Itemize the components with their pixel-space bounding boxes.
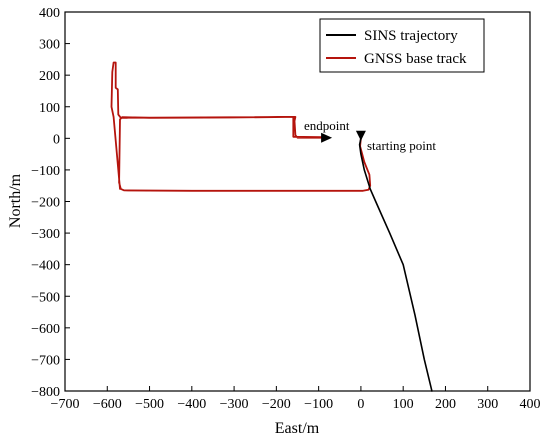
x-tick-label: 200	[435, 397, 456, 412]
x-tick-label: −300	[220, 397, 249, 412]
x-tick-label: 0	[357, 397, 364, 412]
y-tick-label: −400	[31, 259, 60, 274]
y-tick-label: −500	[31, 290, 60, 305]
legend-label-gnss: GNSS base track	[364, 51, 467, 67]
y-tick-label: 200	[39, 69, 60, 84]
x-tick-label: −100	[304, 397, 333, 412]
starting-point-marker	[355, 130, 366, 141]
annotation-starting-point: starting point	[367, 138, 436, 153]
y-tick-label: 100	[39, 101, 60, 116]
y-tick-label: −700	[31, 353, 60, 368]
y-tick-label: −600	[31, 322, 60, 337]
axes-layer: −700 −600 −500 −400 −300 −200 −100 0 100 200 300 40…	[31, 6, 540, 412]
y-tick-label: 0	[53, 132, 60, 147]
x-tick-label: 100	[393, 397, 414, 412]
y-tick-label: −800	[31, 385, 60, 400]
y-tick-label: −100	[31, 164, 60, 179]
legend-box	[319, 18, 485, 73]
x-tick-label: −600	[93, 397, 122, 412]
y-tick-label: −200	[31, 196, 60, 211]
annotation-endpoint: endpoint	[304, 118, 350, 133]
series-layer	[110, 61, 433, 392]
endpoint-arrow	[321, 132, 333, 143]
x-tick-label: −500	[135, 397, 164, 412]
x-tick-label: −400	[177, 397, 206, 412]
x-tick-label: −200	[262, 397, 291, 412]
marker-layer	[321, 130, 366, 143]
series-line-gnss	[110, 61, 372, 192]
y-axis-title: North/m	[7, 173, 24, 228]
x-tick-label: −700	[51, 397, 80, 412]
x-tick-label: 400	[520, 397, 541, 412]
y-tick-label: 400	[39, 6, 60, 21]
y-tick-label: −300	[31, 227, 60, 242]
x-tick-label: 300	[477, 397, 498, 412]
series-line-sins	[358, 137, 433, 392]
y-tick-label: 300	[39, 38, 60, 53]
legend-label-sins: SINS trajectory	[364, 28, 458, 44]
x-axis-title: East/m	[275, 420, 320, 437]
legend: SINS trajectory GNSS base track	[319, 18, 485, 73]
